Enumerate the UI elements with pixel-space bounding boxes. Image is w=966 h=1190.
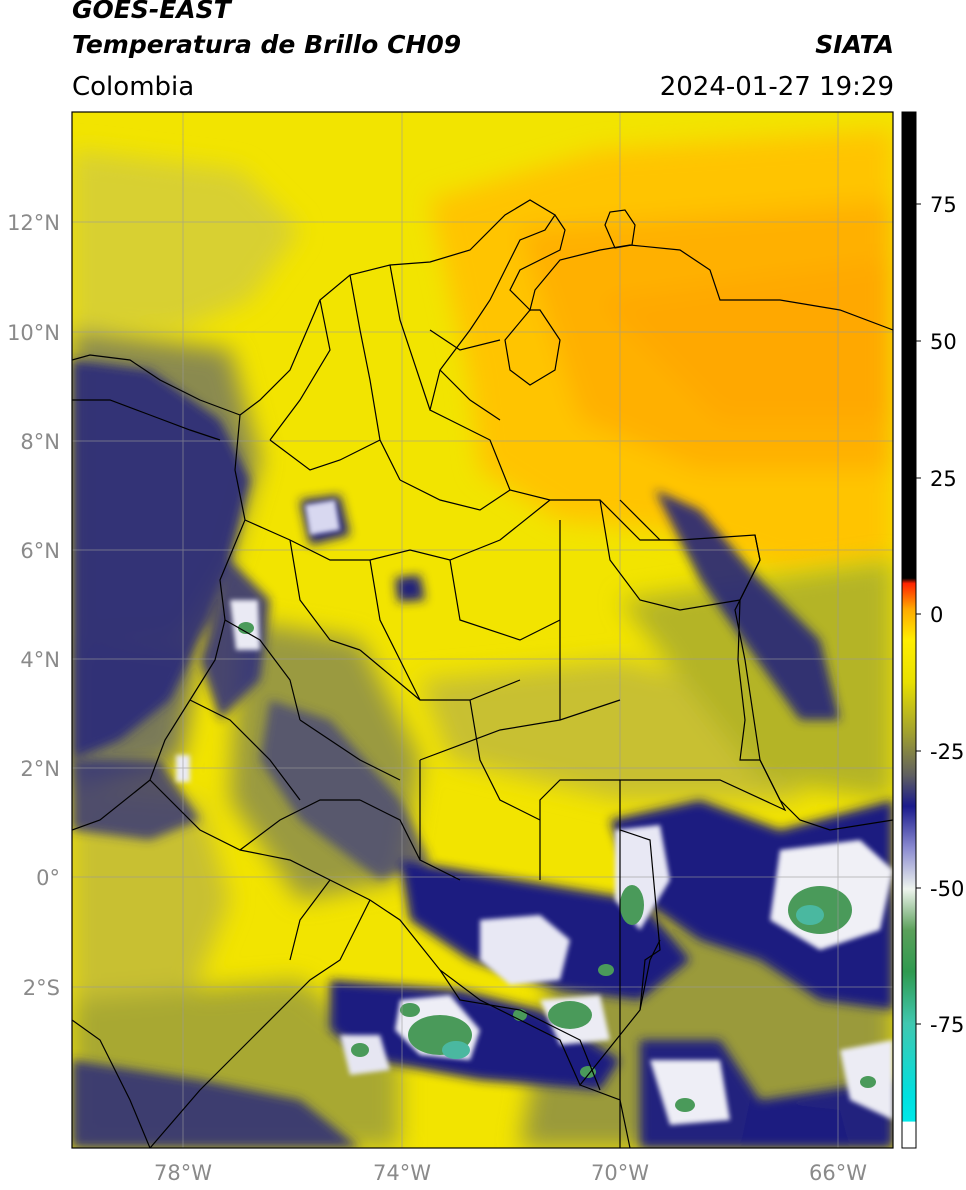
colorbar-label: -75	[930, 1013, 964, 1037]
boundaries	[72, 199, 893, 1148]
colorbar-label: 75	[930, 193, 957, 217]
gridlines	[72, 112, 893, 1148]
lon-label: 66°W	[809, 1161, 867, 1185]
product-title: Temperatura de Brillo CH09	[72, 30, 462, 59]
latitude-labels: 12°N 10°N 8°N 6°N 4°N 2°N 0° 2°S	[7, 211, 60, 1000]
lat-label: 12°N	[7, 211, 60, 235]
colorbar-label: 25	[930, 467, 957, 491]
lat-label: 4°N	[20, 648, 60, 672]
lat-label: 6°N	[20, 539, 60, 563]
lon-label: 78°W	[154, 1161, 212, 1185]
longitude-labels: 78°W 74°W 70°W 66°W	[154, 1161, 867, 1185]
colorbar-label: 0	[930, 603, 943, 627]
colorbar-frame	[901, 111, 917, 1149]
colorbar-label: -50	[930, 877, 964, 901]
lat-label: 2°N	[20, 757, 60, 781]
satellite-title: GOES-EAST	[72, 0, 231, 24]
timestamp: 2024-01-27 19:29	[659, 72, 894, 102]
colorbar-ticks	[916, 203, 921, 1025]
lon-label: 74°W	[373, 1161, 431, 1185]
colorbar-gradient	[902, 112, 916, 1148]
colorbar-label: -25	[930, 740, 964, 764]
organization-label: SIATA	[815, 30, 894, 59]
brightness-temperature-map	[72, 112, 893, 1148]
lat-label: 8°N	[20, 430, 60, 454]
coldest-cores	[238, 622, 876, 1112]
lon-label: 70°W	[591, 1161, 649, 1185]
colorbar-label: 50	[930, 330, 957, 354]
map-frame	[71, 111, 894, 1149]
region-label: Colombia	[72, 72, 195, 102]
colorbar: 75 50 25 0 -25 -50 -75	[901, 111, 964, 1149]
lat-label: 0°	[36, 866, 60, 890]
warm-zone	[430, 130, 893, 570]
lat-label: 2°S	[23, 976, 60, 1000]
lat-label: 10°N	[7, 321, 60, 345]
